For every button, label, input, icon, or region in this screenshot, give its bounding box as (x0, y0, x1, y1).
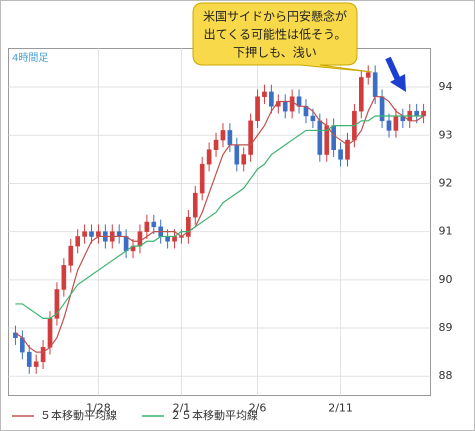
candle-body (282, 101, 288, 112)
candle-body (379, 96, 385, 122)
candle-body (151, 221, 157, 228)
arrow-head (390, 74, 406, 92)
candle-body (241, 154, 247, 165)
candle-body (262, 91, 267, 97)
candle-body (137, 231, 143, 247)
legend-label: ５本移動平均線 (40, 408, 117, 422)
arrow-shaft (385, 56, 401, 82)
candle-body (75, 236, 81, 247)
candle-body (123, 236, 129, 252)
callout-text: 下押しも、浅い (233, 46, 317, 60)
candle-body (172, 236, 177, 242)
candle-body (144, 221, 150, 232)
candle-body (269, 91, 274, 107)
plot-frame (8, 48, 431, 396)
x-tick-label: 2/11 (328, 402, 353, 415)
plot (13, 65, 426, 374)
x-tick-label: 2/1 (173, 402, 191, 415)
candle-body (54, 289, 60, 319)
candle-body (393, 115, 399, 131)
candle-body (365, 72, 371, 78)
candle-body (40, 347, 46, 363)
candle-body (199, 163, 205, 194)
candle-body (96, 231, 101, 237)
y-tick-label: 91 (439, 225, 453, 238)
callout-text: 出てくる可能性は低そう。 (204, 28, 347, 42)
x-tick-label: 1/28 (86, 402, 111, 415)
candle-body (338, 149, 343, 160)
candle-body (68, 245, 74, 266)
candle-body (289, 96, 295, 112)
candle-body (234, 144, 240, 165)
y-tick-label: 93 (439, 128, 453, 141)
candle-body (192, 192, 198, 218)
candle-body (345, 139, 350, 160)
candle-body (33, 361, 39, 367)
y-tick-label: 89 (439, 321, 453, 334)
legend-label: ２５本移動平均線 (170, 408, 258, 422)
x-tick-label: 2/6 (249, 402, 267, 415)
ma-line (15, 115, 424, 319)
candle-body (206, 149, 212, 165)
candle-body (26, 351, 32, 367)
y-tick-label: 90 (439, 273, 453, 286)
candle-body (165, 236, 170, 242)
arrow (385, 56, 406, 92)
y-tick-label: 94 (439, 80, 453, 93)
candle-body (220, 130, 226, 141)
candle-body (82, 231, 87, 237)
candle-body (213, 139, 219, 150)
candle-body (358, 77, 364, 112)
candle-body (248, 120, 253, 155)
callout-bubble (192, 2, 373, 73)
candle-body (331, 125, 336, 150)
candle-body (421, 110, 426, 117)
candle-body (89, 231, 94, 237)
timeframe-label: 4時間足 (12, 52, 48, 64)
callout: 米国サイドから円安懸念が 出てくる可能性は低そう。 下押しも、浅い (192, 2, 373, 73)
candle-body (116, 231, 122, 237)
candle-body (372, 72, 378, 97)
callout-text: 米国サイドから円安懸念が (203, 9, 347, 24)
y-tick-label: 88 (439, 369, 453, 382)
y-tick-label: 92 (439, 176, 453, 189)
candle-body (47, 318, 53, 348)
candle-body (186, 216, 191, 237)
candle-body (61, 265, 67, 290)
ma-line (15, 96, 424, 353)
candle-body (414, 110, 419, 117)
candle-body (227, 130, 233, 146)
candle-body (317, 120, 323, 155)
candle-body (255, 96, 260, 122)
candle-body (386, 120, 392, 131)
candle-body (310, 115, 316, 122)
